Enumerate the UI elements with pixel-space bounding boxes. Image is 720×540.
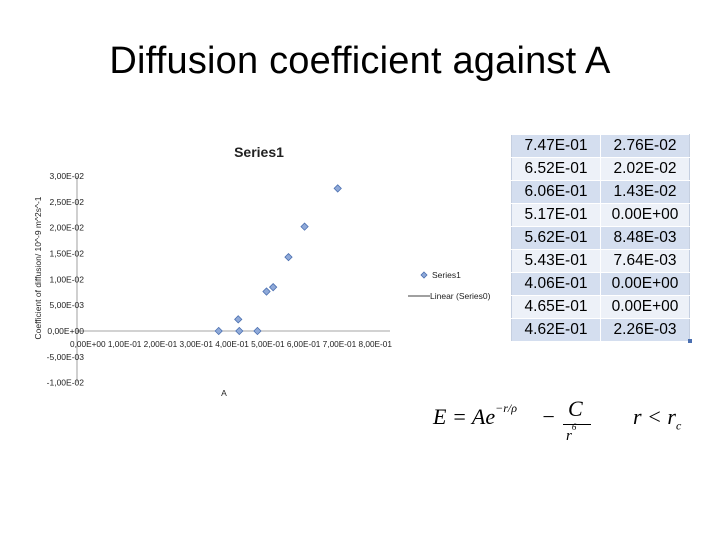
table-row: 4.06E-01 0.00E+00 <box>511 272 690 296</box>
table-cell-d[interactable]: 2.76E-02 <box>600 134 690 158</box>
table-cell-a[interactable]: 4.62E-01 <box>511 318 601 342</box>
table-cell-d[interactable]: 8.48E-03 <box>600 226 690 250</box>
legend-marker-series1 <box>420 271 428 279</box>
legend-label-series1: Series1 <box>432 270 461 280</box>
formula-minus: − <box>541 404 556 429</box>
slide-title: Diffusion coefficient against A <box>109 40 611 82</box>
table-cell-a[interactable]: 5.62E-01 <box>511 226 601 250</box>
y-tick-label: -5,00E-03 <box>47 352 85 362</box>
table-cell-a[interactable]: 6.06E-01 <box>511 180 601 204</box>
table-row: 4.65E-01 0.00E+00 <box>511 295 690 319</box>
formula-denominator-base: r <box>566 428 572 444</box>
table-cell-a[interactable]: 4.06E-01 <box>511 272 601 296</box>
data-point <box>284 252 293 262</box>
formula-numerator: C <box>568 396 583 421</box>
table-row: 5.17E-01 0.00E+00 <box>511 203 690 227</box>
table-cell-d[interactable]: 2.26E-03 <box>600 318 690 342</box>
table-row: 5.43E-01 7.64E-03 <box>511 249 690 273</box>
table-cell-d[interactable]: 0.00E+00 <box>600 272 690 296</box>
legend-label-linear: Linear (Series0) <box>430 291 491 301</box>
legend: Series1 Linear (Series0) <box>408 270 491 301</box>
table-cell-d[interactable]: 0.00E+00 <box>600 295 690 319</box>
y-tick-label: 0,00E+00 <box>47 326 84 336</box>
table-cell-a[interactable]: 7.47E-01 <box>511 134 601 158</box>
x-tick-labels: 0,00E+00 1,00E-01 2,00E-01 3,00E-01 4,00… <box>70 339 392 349</box>
table-cell-a[interactable]: 5.17E-01 <box>511 203 601 227</box>
y-tick-label: 1,50E-02 <box>50 249 85 259</box>
legend-item-linear: Linear (Series0) <box>408 291 491 301</box>
table-cell-a[interactable]: 6.52E-01 <box>511 157 601 181</box>
formula-denominator-power: 6 <box>571 422 577 432</box>
table-cell-d[interactable]: 2.02E-02 <box>600 157 690 181</box>
data-point <box>300 222 309 231</box>
formula-fraction-bar <box>563 424 591 425</box>
table-resize-handle[interactable] <box>688 339 692 343</box>
data-table: 7.47E-01 2.76E-02 6.52E-01 2.02E-02 6.06E-01… <box>511 134 690 342</box>
y-axis-label-group: Coefficient of diffusion/ 10^-9 m^2s^-1 <box>33 196 43 339</box>
chart-title: Series1 <box>234 144 284 160</box>
formula-condition: r < rc <box>633 404 681 433</box>
grid-layer <box>76 176 390 383</box>
formula-lhs-text: E = Ae <box>433 404 496 429</box>
table-cell-d[interactable]: 7.64E-03 <box>600 249 690 273</box>
table-row: 5.62E-01 8.48E-03 <box>511 226 690 250</box>
legend-item-series1: Series1 <box>420 270 461 280</box>
data-point <box>235 326 244 336</box>
y-tick-label: 2,00E-02 <box>50 223 85 233</box>
formula-denominator: r6 <box>566 422 576 445</box>
y-tick-label: 3,00E-02 <box>50 171 85 181</box>
formula-exponent: −r/ρ <box>495 400 517 415</box>
table-cell-a[interactable]: 4.65E-01 <box>511 295 601 319</box>
table-cell-a[interactable]: 5.43E-01 <box>511 249 601 273</box>
table-cell-d[interactable]: 0.00E+00 <box>600 203 690 227</box>
table-row: 7.47E-01 2.76E-02 <box>511 134 690 158</box>
formula-lhs: E = Ae−r/ρ <box>433 400 517 430</box>
data-point <box>234 315 243 324</box>
y-tick-label: 5,00E-03 <box>50 300 85 310</box>
data-point <box>214 326 223 336</box>
formula-condition-subscript: c <box>675 418 682 433</box>
table-row: 6.06E-01 1.43E-02 <box>511 180 690 204</box>
data-point <box>262 287 271 296</box>
y-tick-label: 1,00E-02 <box>50 274 85 284</box>
x-axis-label: A <box>221 388 227 398</box>
y-axis-label: Coefficient of diffusion/ 10^-9 m^2s^-1 <box>33 196 43 339</box>
data-point <box>333 184 342 193</box>
point-layer <box>214 184 342 336</box>
tick-layer: 3,00E-02 2,50E-02 2,00E-02 1,50E-02 1,00E-02… <box>47 171 393 388</box>
formula-condition-text: r < r <box>633 404 676 429</box>
table-cell-d[interactable]: 1.43E-02 <box>600 180 690 204</box>
y-tick-label: -1,00E-02 <box>47 378 85 388</box>
table-row: 6.52E-01 2.02E-02 <box>511 157 690 181</box>
table-row: 4.62E-01 2.26E-03 <box>511 318 690 342</box>
data-point <box>268 283 278 292</box>
y-tick-label: 2,50E-02 <box>50 197 85 207</box>
data-point <box>253 326 262 336</box>
